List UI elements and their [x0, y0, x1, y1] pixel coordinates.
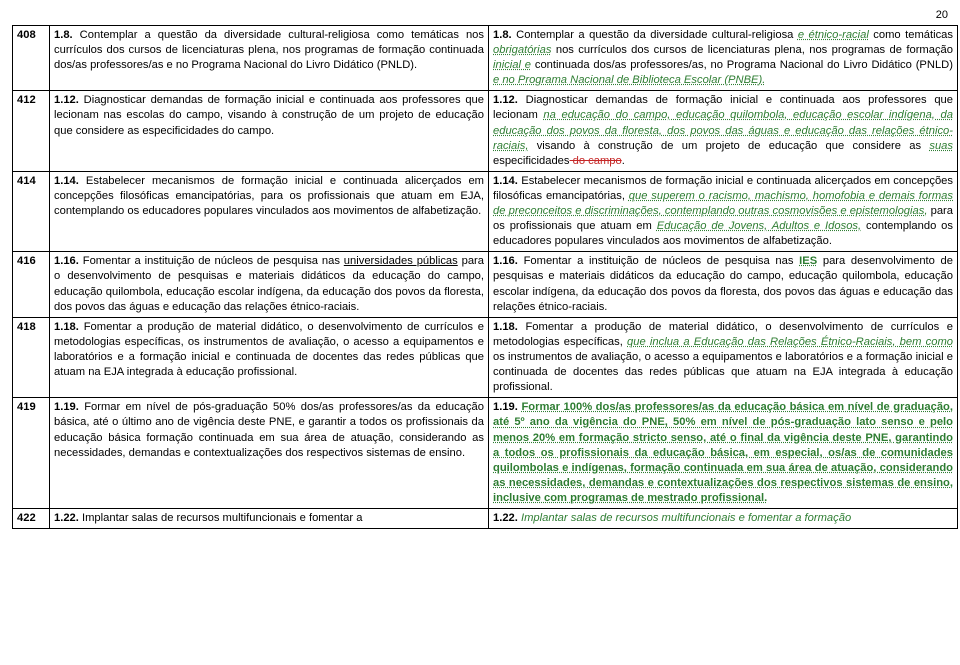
row-number: 414 [13, 171, 50, 252]
right-cell: 1.19. Formar 100% dos/as professores/as … [489, 398, 958, 509]
row-number: 422 [13, 509, 50, 529]
row-number: 408 [13, 25, 50, 90]
left-cell: 1.19. Formar em nível de pós-graduação 5… [50, 398, 489, 509]
left-cell: 1.18. Fomentar a produção de material di… [50, 317, 489, 398]
right-cell: 1.18. Fomentar a produção de material di… [489, 317, 958, 398]
left-cell: 1.8. Contemplar a questão da diversidade… [50, 25, 489, 90]
row-number: 418 [13, 317, 50, 398]
right-cell: 1.22. Implantar salas de recursos multif… [489, 509, 958, 529]
table-row: 422 1.22. Implantar salas de recursos mu… [13, 509, 958, 529]
page-number: 20 [12, 8, 948, 23]
row-number: 419 [13, 398, 50, 509]
right-cell: 1.8. Contemplar a questão da diversidade… [489, 25, 958, 90]
table-row: 412 1.12. Diagnosticar demandas de forma… [13, 91, 958, 172]
table-row: 414 1.14. Estabelecer mecanismos de form… [13, 171, 958, 252]
row-number: 412 [13, 91, 50, 172]
left-cell: 1.14. Estabelecer mecanismos de formação… [50, 171, 489, 252]
left-cell: 1.22. Implantar salas de recursos multif… [50, 509, 489, 529]
left-cell: 1.12. Diagnosticar demandas de formação … [50, 91, 489, 172]
row-number: 416 [13, 252, 50, 317]
right-cell: 1.14. Estabelecer mecanismos de formação… [489, 171, 958, 252]
table-row: 408 1.8. Contemplar a questão da diversi… [13, 25, 958, 90]
right-cell: 1.16. Fomentar a instituição de núcleos … [489, 252, 958, 317]
table-row: 419 1.19. Formar em nível de pós-graduaç… [13, 398, 958, 509]
right-cell: 1.12. Diagnosticar demandas de formação … [489, 91, 958, 172]
left-cell: 1.16. Fomentar a instituição de núcleos … [50, 252, 489, 317]
table-row: 418 1.18. Fomentar a produção de materia… [13, 317, 958, 398]
document-table: 408 1.8. Contemplar a questão da diversi… [12, 25, 958, 529]
table-row: 416 1.16. Fomentar a instituição de núcl… [13, 252, 958, 317]
